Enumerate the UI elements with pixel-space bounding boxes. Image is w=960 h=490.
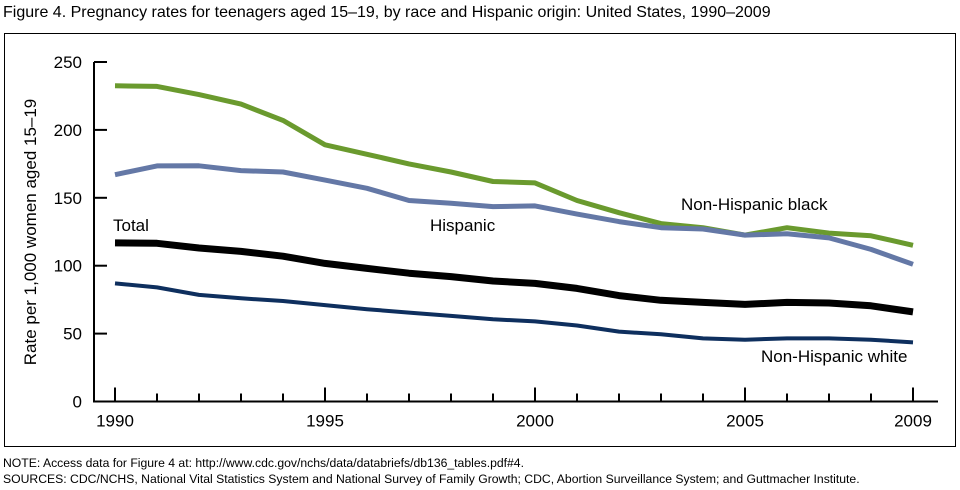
x-tick-label: 1990 xyxy=(96,412,134,431)
y-tick-label: 250 xyxy=(54,53,82,72)
series-line-total xyxy=(114,239,914,316)
series-label-non-hispanic-white: Non-Hispanic white xyxy=(761,347,907,366)
chart-frame xyxy=(4,33,956,447)
series-line-hispanic xyxy=(114,163,914,267)
x-tick-label: 2005 xyxy=(726,412,764,431)
x-tick-label: 1995 xyxy=(306,412,344,431)
series-line-non-hispanic-white xyxy=(114,281,914,345)
chart-title: Figure 4. Pregnancy rates for teenagers … xyxy=(3,4,771,21)
x-tick-label: 2000 xyxy=(516,412,554,431)
y-tick-label: 50 xyxy=(63,325,82,344)
y-tick-label: 200 xyxy=(54,121,82,140)
series-lines xyxy=(114,83,914,345)
axes: 0 50 100 150 200 250 1990 1995 2000 2005 2009 Rate … xyxy=(21,53,938,431)
series-label-hispanic: Hispanic xyxy=(430,216,496,235)
y-axis-label: Rate per 1,000 women aged 15–19 xyxy=(21,99,40,366)
x-tick-label: 2009 xyxy=(894,412,932,431)
sources-text: SOURCES: CDC/NCHS, National Vital Statis… xyxy=(3,472,860,486)
y-tick-label: 150 xyxy=(54,189,82,208)
series-line-non-hispanic-black xyxy=(114,83,914,248)
y-tick-label: 100 xyxy=(54,257,82,276)
y-tick-label: 0 xyxy=(73,393,82,412)
series-label-total: Total xyxy=(113,216,149,235)
series-labels: Non-Hispanic black Hispanic Total Non-Hispa… xyxy=(113,195,907,366)
series-label-non-hispanic-black: Non-Hispanic black xyxy=(681,195,828,214)
note-text: NOTE: Access data for Figure 4 at: http:… xyxy=(3,456,524,470)
